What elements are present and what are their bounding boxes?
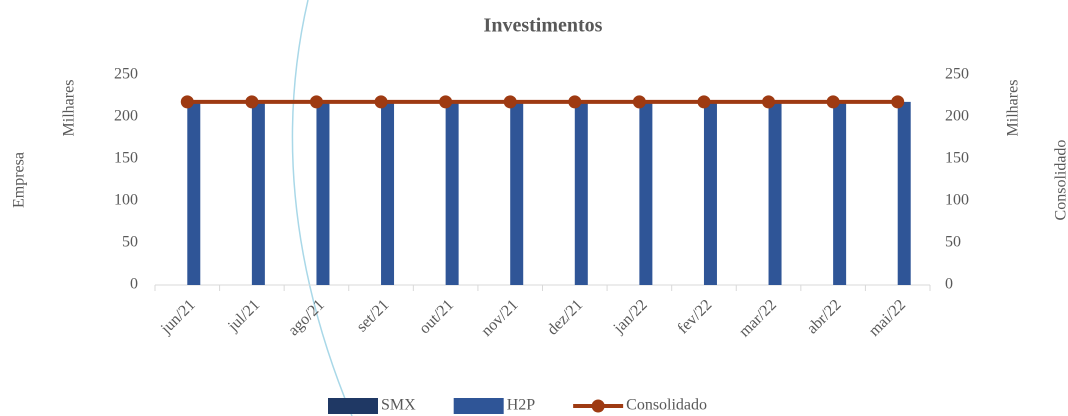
bar bbox=[833, 101, 847, 285]
line-marker bbox=[826, 95, 840, 109]
x-tick-label: fev/22 bbox=[674, 296, 715, 337]
bar bbox=[768, 101, 782, 285]
line-marker bbox=[697, 95, 711, 109]
y2-tick-label: 150 bbox=[945, 150, 969, 167]
x-tick-label: mar/22 bbox=[736, 296, 780, 340]
legend-label: SMX bbox=[381, 397, 416, 414]
line-marker bbox=[180, 95, 194, 109]
legend-label: Consolidado bbox=[626, 397, 707, 414]
line-marker bbox=[568, 95, 582, 109]
y2-tick-label: 0 bbox=[945, 276, 953, 293]
x-tick-label: set/21 bbox=[353, 296, 392, 335]
x-tick-label: jul/21 bbox=[224, 296, 263, 335]
line-marker bbox=[891, 95, 905, 109]
y2-tick-label: 50 bbox=[945, 234, 961, 251]
legend-label: H2P bbox=[507, 397, 536, 414]
y-tick-label: 100 bbox=[114, 192, 138, 209]
bar bbox=[445, 101, 459, 285]
x-tick-label: dez/21 bbox=[544, 296, 586, 338]
line-marker bbox=[503, 95, 517, 109]
y2-tick-label: 100 bbox=[945, 192, 969, 209]
x-tick-label: mai/22 bbox=[866, 296, 909, 339]
bar bbox=[187, 101, 201, 285]
line-marker bbox=[374, 95, 388, 109]
bar bbox=[703, 101, 717, 285]
bar bbox=[897, 101, 911, 285]
legend-swatch bbox=[453, 398, 504, 414]
y-axis-label: Empresa bbox=[11, 152, 28, 208]
legend-swatch-marker bbox=[591, 399, 605, 413]
x-tick-label: out/21 bbox=[416, 296, 457, 337]
bar bbox=[316, 101, 330, 285]
y2-tick-label: 250 bbox=[945, 66, 969, 83]
y-tick-label: 150 bbox=[114, 150, 138, 167]
decorative-curve bbox=[291, 0, 353, 416]
chart-title: Investimentos bbox=[484, 15, 603, 37]
y-display-units: Milhares bbox=[61, 80, 78, 137]
y2-display-units: Milhares bbox=[1005, 80, 1022, 137]
y-tick-label: 200 bbox=[114, 108, 138, 125]
bar bbox=[510, 101, 524, 285]
bar bbox=[574, 101, 588, 285]
y-tick-label: 250 bbox=[114, 66, 138, 83]
line-marker bbox=[245, 95, 259, 109]
line-marker bbox=[309, 95, 323, 109]
line-marker bbox=[762, 95, 776, 109]
line-marker bbox=[439, 95, 453, 109]
y-tick-label: 0 bbox=[130, 276, 138, 293]
bar bbox=[381, 101, 395, 285]
legend-swatch bbox=[328, 398, 378, 414]
x-tick-label: jun/21 bbox=[157, 296, 199, 338]
bar bbox=[639, 101, 653, 285]
x-tick-label: abr/22 bbox=[804, 296, 845, 337]
bar bbox=[251, 101, 265, 285]
y2-axis-label: Consolidado bbox=[1053, 140, 1068, 221]
line-marker bbox=[632, 95, 646, 109]
x-tick-label: nov/21 bbox=[478, 296, 521, 339]
x-tick-label: jan/22 bbox=[610, 296, 651, 337]
y2-tick-label: 200 bbox=[945, 108, 969, 125]
y-tick-label: 50 bbox=[122, 234, 138, 251]
